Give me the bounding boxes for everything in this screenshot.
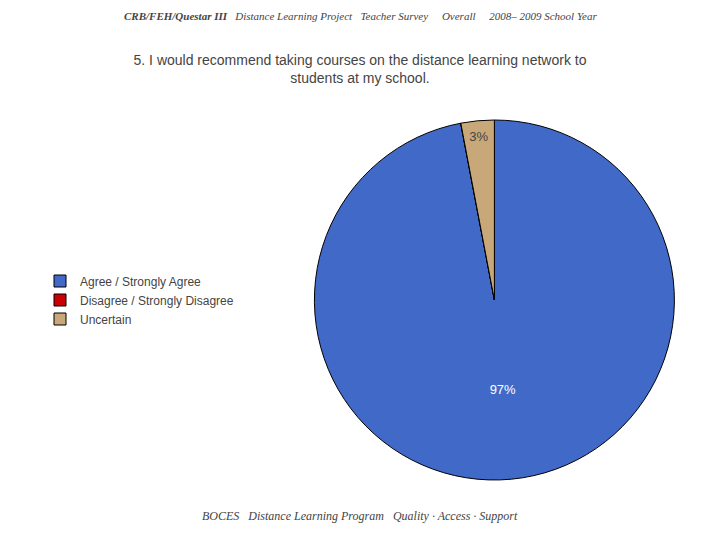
svg-text:Uncertain: Uncertain [80,313,131,327]
svg-text:CRB/FEH/Questar III Distance: CRB/FEH/Questar III Distance Learning Pr… [124,10,597,22]
svg-text:3%: 3% [469,129,488,144]
svg-text:97%: 97% [490,382,516,397]
svg-text:BOCES Distance Learning Prog: BOCES Distance Learning Program Quality … [202,509,518,523]
svg-text:5. I would recommend taking co: 5. I would recommend taking courses on t… [134,52,587,86]
svg-text:Agree / Strongly Agree: Agree / Strongly Agree [80,275,201,289]
svg-text:Disagree / Strongly Disagree: Disagree / Strongly Disagree [80,294,234,308]
